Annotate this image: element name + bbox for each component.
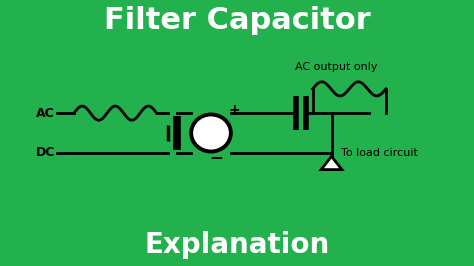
Text: DC: DC [36,146,55,159]
Polygon shape [321,156,342,170]
Text: Explanation: Explanation [145,231,329,259]
Text: AC: AC [36,107,55,120]
Text: +: + [229,103,240,117]
Text: To load circuit: To load circuit [341,148,418,158]
Text: Filter Capacitor: Filter Capacitor [104,6,370,35]
Text: −: − [210,148,224,166]
Text: AC output only: AC output only [295,62,377,72]
Circle shape [191,114,231,152]
